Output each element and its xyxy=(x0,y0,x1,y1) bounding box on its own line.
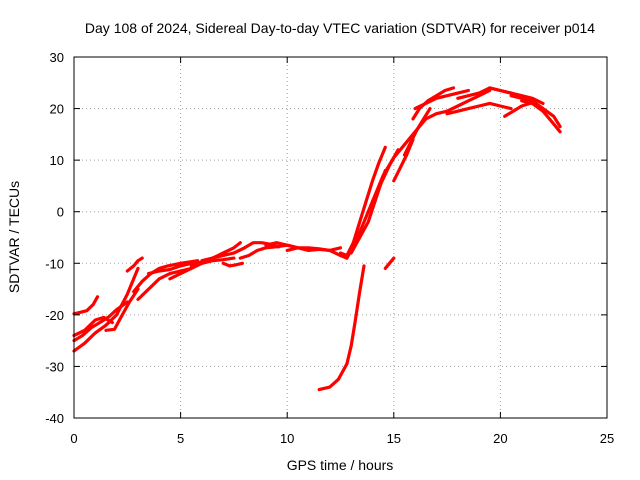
grid xyxy=(74,57,607,418)
x-tick-label: 15 xyxy=(387,431,401,446)
series-arc-17 xyxy=(285,246,349,260)
series-arc-6 xyxy=(125,256,144,273)
y-tick-label: 30 xyxy=(50,50,64,65)
y-tick-label: 20 xyxy=(50,102,64,117)
series-arc-27 xyxy=(445,101,513,116)
y-axis-label: SDTVAR / TECUs xyxy=(6,181,22,293)
y-tick-label: -40 xyxy=(45,411,64,426)
series-arc-3 xyxy=(72,300,129,343)
series-group xyxy=(72,86,562,392)
series-arc-24 xyxy=(411,86,456,121)
series-arc-25 xyxy=(413,88,470,111)
series-arc-34 xyxy=(383,256,396,270)
series-arc-2 xyxy=(72,266,140,353)
chart-title: Day 108 of 2024, Sidereal Day-to-day VTE… xyxy=(85,20,595,36)
series-arc-1 xyxy=(72,295,100,316)
series-arc-5 xyxy=(104,287,140,332)
y-tick-label: -10 xyxy=(45,256,64,271)
y-tick-label: 10 xyxy=(50,153,64,168)
axis-ticks: 0 5 10 15 20 25 -40 -30 -20 -10 0 10 20 30 xyxy=(45,50,614,446)
x-tick-label: 20 xyxy=(493,431,507,446)
series-arc-31 xyxy=(509,94,562,129)
series-arc-4 xyxy=(72,315,115,338)
x-tick-label: 0 xyxy=(70,431,77,446)
y-tick-label: -20 xyxy=(45,308,64,323)
x-tick-label: 5 xyxy=(177,431,184,446)
series-arc-12 xyxy=(200,241,242,263)
series-arc-8 xyxy=(136,266,193,301)
series-arc-30 xyxy=(503,101,532,118)
y-tick-label: 0 xyxy=(57,205,64,220)
series-arc-18 xyxy=(338,145,387,258)
series-arc-32 xyxy=(520,99,562,134)
plot-frame xyxy=(73,56,608,419)
x-axis-label: GPS time / hours xyxy=(287,457,394,473)
y-tick-label: -30 xyxy=(45,359,64,374)
series-arc-33 xyxy=(317,264,366,392)
series-arc-9 xyxy=(147,260,204,276)
series-arc-29 xyxy=(488,86,545,106)
series-arc-23 xyxy=(402,106,432,157)
series-arc-26 xyxy=(424,88,492,121)
series-arc-13 xyxy=(221,261,244,268)
x-tick-label: 10 xyxy=(280,431,294,446)
series-arc-7 xyxy=(132,259,200,294)
x-tick-label: 25 xyxy=(600,431,614,446)
